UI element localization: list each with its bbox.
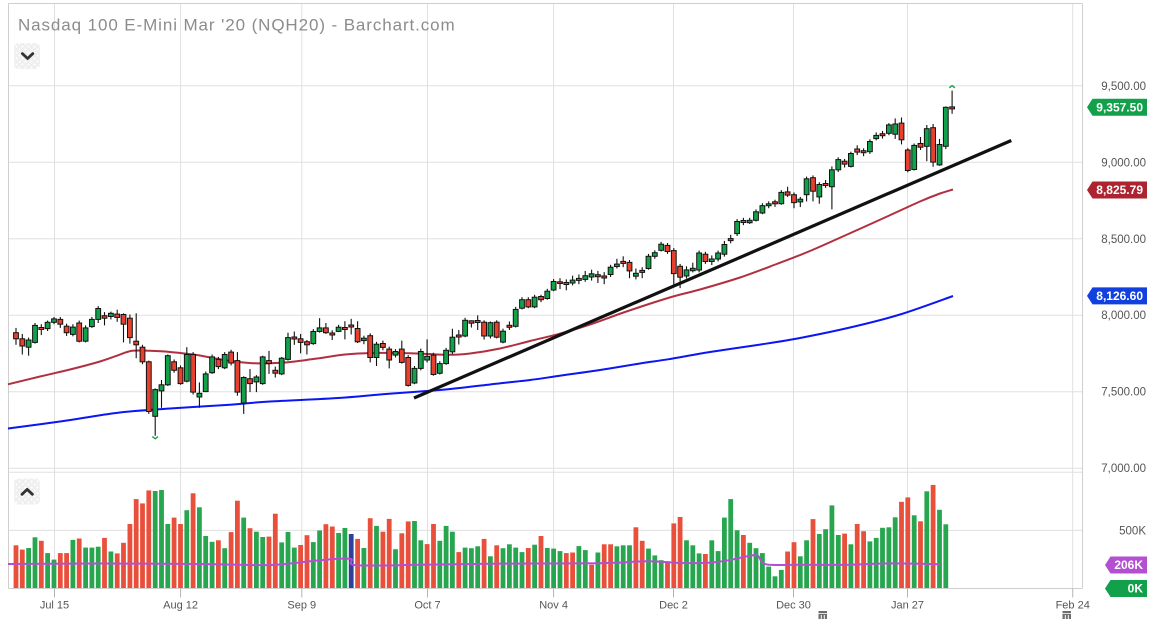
svg-text:8,000.00: 8,000.00	[1101, 310, 1146, 322]
svg-text:Nov 4: Nov 4	[539, 599, 568, 611]
svg-text:8,126.60: 8,126.60	[1096, 289, 1143, 303]
svg-text:Jul 15: Jul 15	[40, 599, 69, 611]
svg-text:0K: 0K	[1128, 582, 1144, 596]
svg-text:Dec 2: Dec 2	[659, 599, 688, 611]
svg-text:500K: 500K	[1119, 525, 1146, 537]
svg-text:Sep 9: Sep 9	[287, 599, 316, 611]
svg-text:Dec 30: Dec 30	[776, 599, 811, 611]
svg-text:8,500.00: 8,500.00	[1101, 234, 1146, 246]
svg-text:Feb 24: Feb 24	[1056, 599, 1090, 611]
svg-text:206K: 206K	[1114, 558, 1143, 572]
svg-text:8,825.79: 8,825.79	[1096, 183, 1143, 197]
svg-text:9,000.00: 9,000.00	[1101, 157, 1146, 169]
svg-text:Nasdaq 100 E-Mini Mar '20 (NQH: Nasdaq 100 E-Mini Mar '20 (NQH20) - Barc…	[18, 16, 456, 35]
svg-text:Oct 7: Oct 7	[414, 599, 440, 611]
svg-text:Jan 27: Jan 27	[891, 599, 924, 611]
svg-text:7,500.00: 7,500.00	[1101, 387, 1146, 399]
svg-text:9,357.50: 9,357.50	[1096, 100, 1143, 114]
svg-text:9,500.00: 9,500.00	[1101, 81, 1146, 93]
svg-text:7,000.00: 7,000.00	[1101, 463, 1146, 475]
svg-text:Aug 12: Aug 12	[163, 599, 198, 611]
